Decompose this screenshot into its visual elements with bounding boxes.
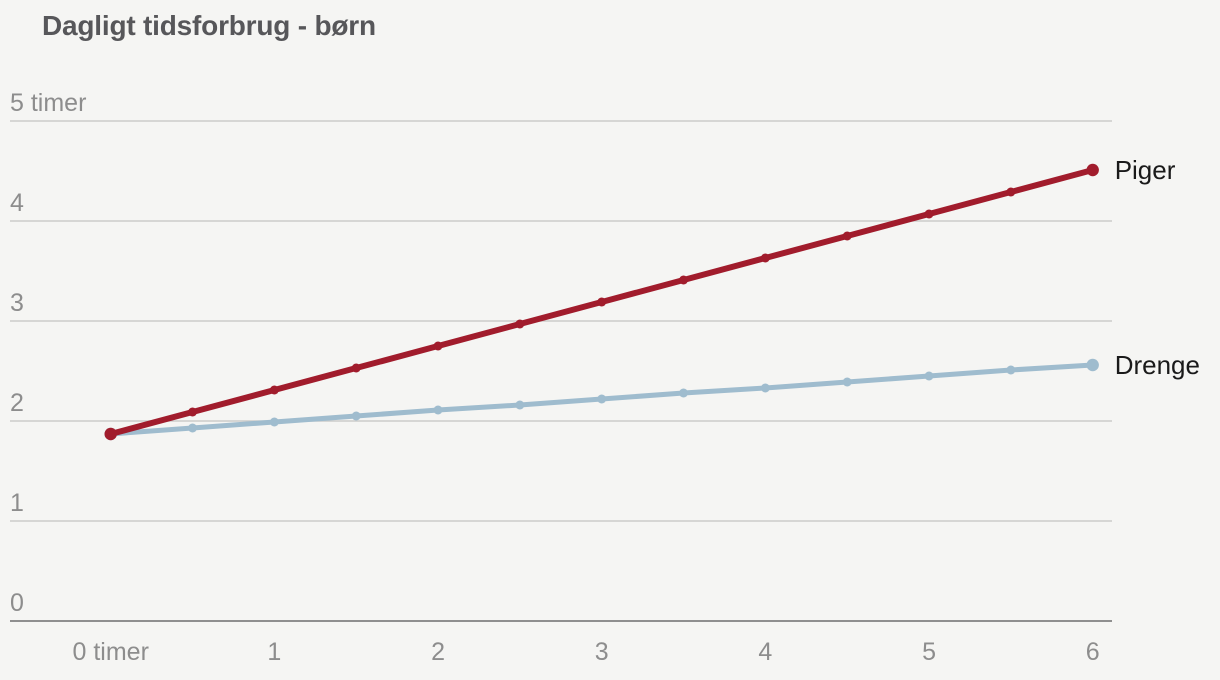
data-point-drenge xyxy=(515,400,525,410)
y-tick-label: 2 xyxy=(10,389,24,417)
chart-title: Dagligt tidsforbrug - børn xyxy=(42,10,376,41)
data-point-piger xyxy=(597,297,607,307)
data-point-piger xyxy=(188,407,198,417)
data-point-drenge xyxy=(1086,358,1099,372)
x-tick-label: 4 xyxy=(758,638,772,666)
data-point-drenge xyxy=(1006,365,1016,375)
data-point-piger xyxy=(842,231,852,241)
data-point-piger xyxy=(1086,163,1099,177)
y-tick-label: 4 xyxy=(10,189,24,217)
y-tick-label: 1 xyxy=(10,489,24,517)
data-point-piger xyxy=(104,427,117,441)
data-point-drenge xyxy=(679,388,689,398)
data-point-drenge xyxy=(433,405,443,415)
x-tick-label: 2 xyxy=(431,638,445,666)
data-point-drenge xyxy=(269,417,279,427)
data-point-drenge xyxy=(760,383,770,393)
data-point-piger xyxy=(924,209,934,219)
data-point-piger xyxy=(1006,187,1016,197)
data-point-piger xyxy=(351,363,361,373)
data-point-piger xyxy=(269,385,279,395)
data-point-drenge xyxy=(597,394,607,404)
data-point-piger xyxy=(760,253,770,263)
data-point-piger xyxy=(679,275,689,285)
data-point-drenge xyxy=(924,371,934,381)
series-label-drenge: Drenge xyxy=(1115,350,1200,380)
x-tick-label: 0 timer xyxy=(72,638,148,666)
series-label-piger: Piger xyxy=(1115,155,1176,185)
y-tick-label: 3 xyxy=(10,289,24,317)
data-point-drenge xyxy=(188,423,198,433)
x-tick-label: 3 xyxy=(595,638,609,666)
data-point-piger xyxy=(515,319,525,329)
y-tick-label: 0 xyxy=(10,589,24,617)
x-tick-label: 1 xyxy=(267,638,281,666)
y-tick-label: 5 timer xyxy=(10,89,86,117)
x-tick-label: 5 xyxy=(922,638,936,666)
data-point-drenge xyxy=(351,411,361,421)
data-point-piger xyxy=(433,341,443,351)
x-tick-label: 6 xyxy=(1086,638,1100,666)
data-point-drenge xyxy=(842,377,852,387)
